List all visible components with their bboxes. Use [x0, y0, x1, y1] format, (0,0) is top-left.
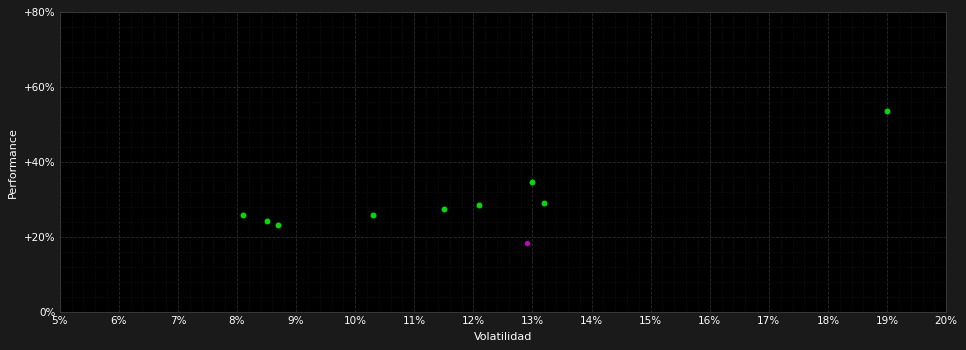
- Y-axis label: Performance: Performance: [9, 127, 18, 198]
- Point: [365, 212, 381, 218]
- Point: [259, 218, 274, 224]
- Point: [270, 222, 286, 228]
- Point: [471, 202, 487, 208]
- Point: [235, 212, 250, 218]
- Point: [519, 240, 534, 246]
- Point: [525, 179, 540, 184]
- Point: [536, 201, 552, 206]
- Point: [879, 108, 895, 114]
- X-axis label: Volatilidad: Volatilidad: [473, 332, 532, 342]
- Point: [436, 206, 451, 212]
